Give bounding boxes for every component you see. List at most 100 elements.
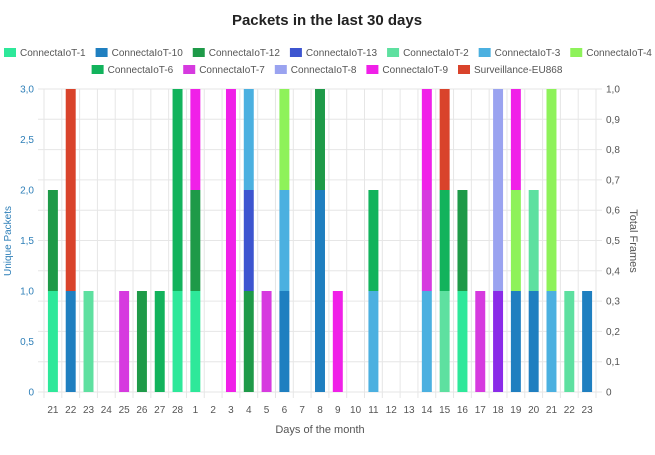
legend-label: ConnectaIoT-6	[108, 65, 174, 76]
x-tick-label: 16	[457, 405, 469, 416]
legend-label: Surveillance-EU868	[474, 65, 563, 76]
x-tick-label: 22	[65, 405, 77, 416]
y-tick-label: 1,0	[20, 287, 34, 298]
x-tick-label: 19	[510, 405, 522, 416]
x-tick-label: 23	[582, 405, 594, 416]
legend-label: ConnectaIoT-7	[199, 65, 265, 76]
legend-swatch	[91, 65, 104, 74]
y-tick-label: 0,5	[20, 337, 34, 348]
bars	[47, 89, 593, 392]
x-tick-label: 17	[475, 405, 487, 416]
x-tick-label: 23	[83, 405, 95, 416]
bar-segment	[243, 190, 254, 291]
x-tick-label: 1	[193, 405, 199, 416]
y2-tick-label: 0,6	[606, 206, 620, 217]
legend-swatch	[183, 65, 196, 74]
bar-segment	[332, 291, 343, 392]
y-axis-label: Unique Packets	[3, 206, 14, 276]
legend-swatch	[366, 65, 379, 74]
x-tick-label: 21	[47, 405, 59, 416]
legend-label: ConnectaIoT-3	[495, 48, 561, 59]
legend-swatch	[95, 48, 108, 57]
bar-segment	[368, 190, 379, 291]
y2-tick-label: 0,7	[606, 175, 620, 186]
legend-swatch	[289, 48, 302, 57]
legend-swatch	[570, 48, 583, 57]
x-tick-label: 5	[264, 405, 270, 416]
bar-segment	[439, 190, 450, 291]
bar-segment	[190, 291, 201, 392]
y2-tick-label: 0,8	[606, 145, 620, 156]
x-tick-label: 3	[228, 405, 234, 416]
legend-label: ConnectaIoT-12	[209, 48, 281, 59]
bar-segment	[368, 291, 379, 392]
bar-segment	[243, 291, 254, 392]
legend-swatch	[192, 48, 205, 57]
chart-title: Packets in the last 30 days	[232, 12, 422, 29]
y2-axis-label: Total Frames	[627, 209, 639, 273]
x-tick-label: 2	[210, 405, 216, 416]
x-tick-label: 8	[317, 405, 323, 416]
bar-segment	[528, 291, 539, 392]
x-tick-label: 14	[421, 405, 433, 416]
bar-segment	[261, 291, 272, 392]
bar-segment	[457, 291, 468, 392]
bar-segment	[510, 89, 521, 190]
legend-label: ConnectaIoT-1	[20, 48, 86, 59]
bar-segment	[65, 291, 76, 392]
bar-segment	[279, 291, 290, 392]
legend-label: ConnectaIoT-8	[291, 65, 357, 76]
bar-segment	[47, 291, 58, 392]
bar-segment	[172, 89, 183, 291]
bar-segment	[421, 190, 432, 291]
legend-label: ConnectaIoT-10	[112, 48, 184, 59]
bar-segment	[510, 291, 521, 392]
x-tick-label: 26	[136, 405, 148, 416]
legend-swatch	[387, 48, 400, 57]
bar-segment	[65, 89, 76, 291]
x-tick-label: 25	[119, 405, 131, 416]
bar-segment	[119, 291, 130, 392]
x-tick-label: 12	[386, 405, 398, 416]
y-tick-label: 2,0	[20, 186, 34, 197]
x-tick-label: 13	[403, 405, 415, 416]
legend-swatch	[4, 48, 16, 57]
bar-segment	[493, 89, 504, 291]
y2-tick-label: 0	[606, 388, 612, 399]
grid	[38, 88, 602, 398]
x-tick-label: 21	[546, 405, 558, 416]
bar-segment	[243, 89, 254, 190]
bar-segment	[582, 291, 593, 392]
bar-segment	[225, 89, 236, 392]
x-tick-label: 11	[368, 405, 379, 416]
bar-segment	[315, 89, 325, 190]
x-tick-label: 27	[154, 405, 166, 416]
x-tick-label: 28	[172, 405, 184, 416]
bar-segment	[190, 190, 201, 291]
y2-tick-label: 0,4	[606, 266, 620, 277]
bar-segment	[510, 190, 521, 291]
y2-tick-label: 0,3	[606, 297, 620, 308]
legend-swatch	[274, 65, 287, 74]
bar-segment	[190, 89, 201, 190]
bar-segment	[439, 89, 450, 190]
x-tick-label: 18	[493, 405, 505, 416]
bar-segment	[564, 291, 575, 392]
legend-label: ConnectaIoT-2	[403, 48, 469, 59]
legend-label: ConnectaIoT-4	[586, 48, 652, 59]
bar-segment	[546, 291, 557, 392]
x-tick-label: 4	[246, 405, 252, 416]
y-tick-label: 0	[28, 388, 34, 399]
bar-segment	[421, 89, 432, 190]
x-tick-label: 15	[439, 405, 451, 416]
x-tick-label: 20	[528, 405, 540, 416]
bar-segment	[315, 190, 325, 392]
y-tick-label: 1,5	[20, 236, 34, 247]
y2-tick-label: 0,9	[606, 115, 620, 126]
y2-tick-label: 1,0	[606, 85, 620, 96]
bar-segment	[136, 291, 147, 392]
y2-tick-label: 0,1	[606, 357, 620, 368]
bar-segment	[457, 190, 468, 291]
ticks: 0 0,5 1,0 1,5 2,0 2,5 3,0 0 0,1 0,2 0,3 0,4 0,5 0,6 0,…	[20, 85, 620, 417]
x-axis-label: Days of the month	[275, 424, 364, 436]
